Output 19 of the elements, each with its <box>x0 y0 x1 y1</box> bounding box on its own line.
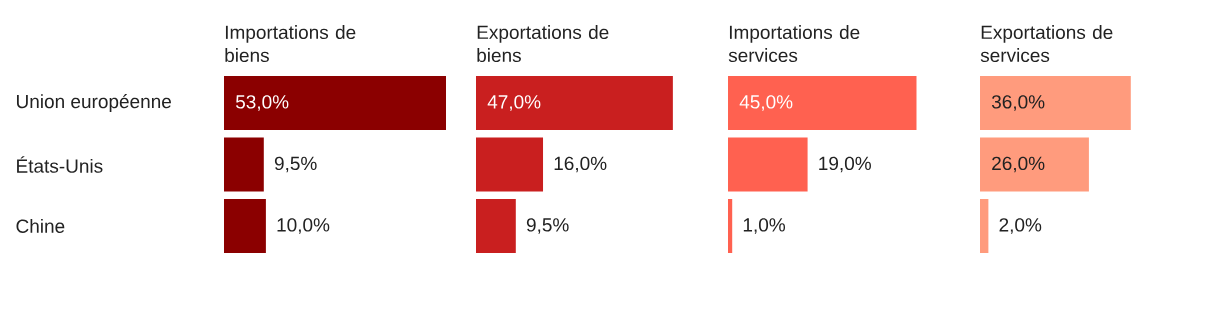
chart-title: Exportations de biens <box>477 25 609 63</box>
data-label: 47,0% <box>487 95 541 111</box>
data-label: 36,0% <box>991 95 1045 111</box>
data-label: 45,0% <box>739 95 793 111</box>
data-label: 16,0% <box>554 156 607 173</box>
data-label: 10,0% <box>277 218 330 234</box>
data-label: 26,0% <box>992 156 1045 173</box>
chart-title: Exportations de services <box>980 25 1113 63</box>
data-label: 9,5% <box>526 218 569 234</box>
chart-title: Importations de biens <box>225 25 356 63</box>
data-label: 19,0% <box>819 156 871 173</box>
data-label: 53,0% <box>235 95 289 111</box>
y-tick-label: États-Unis <box>17 156 103 173</box>
y-tick-label: Union européenne <box>17 94 171 112</box>
chart-title: Importations de services <box>728 25 860 63</box>
data-label: 2,0% <box>999 218 1042 234</box>
data-label: 1,0% <box>743 218 786 234</box>
data-label: 9,5% <box>274 156 317 173</box>
y-tick-label: Chine <box>16 219 65 233</box>
